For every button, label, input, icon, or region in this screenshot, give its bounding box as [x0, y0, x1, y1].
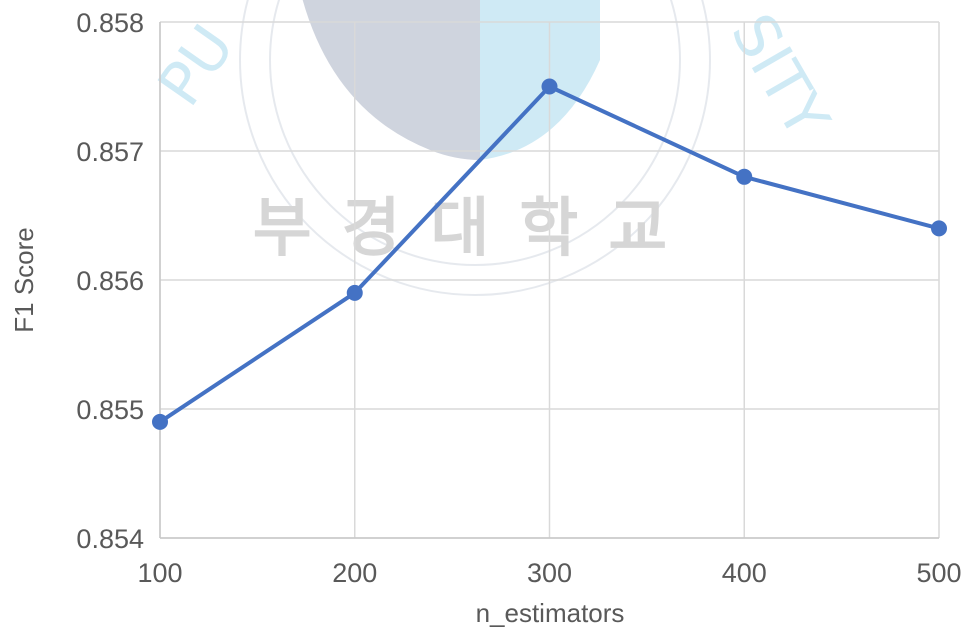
data-point — [152, 413, 168, 430]
y-tick-label: 0.856 — [76, 266, 144, 296]
y-tick-label: 0.858 — [76, 8, 144, 38]
svg-text:SITY: SITY — [717, 3, 842, 150]
x-tick-label: 200 — [332, 558, 377, 588]
axes — [159, 22, 939, 539]
y-tick-label: 0.855 — [76, 395, 144, 425]
data-point — [736, 168, 753, 185]
x-tick-label: 400 — [722, 558, 767, 588]
y-tick-label: 0.854 — [76, 524, 144, 554]
x-tick-label: 100 — [137, 558, 182, 588]
y-axis-title: F1 Score — [9, 227, 39, 333]
x-axis-title: n_estimators — [476, 598, 625, 628]
x-tick-label: 500 — [916, 558, 961, 588]
y-tick-label: 0.857 — [76, 137, 144, 167]
x-tick-label: 300 — [527, 558, 572, 588]
data-point — [346, 284, 363, 301]
data-point — [931, 220, 947, 237]
data-series — [152, 78, 947, 430]
svg-text:부경대학교: 부경대학교 — [253, 192, 697, 266]
data-point — [541, 78, 558, 95]
tick-labels: 0.854 0.855 0.856 0.857 0.858 100 200 300 400 500 — [76, 8, 961, 588]
gridlines — [159, 21, 940, 539]
